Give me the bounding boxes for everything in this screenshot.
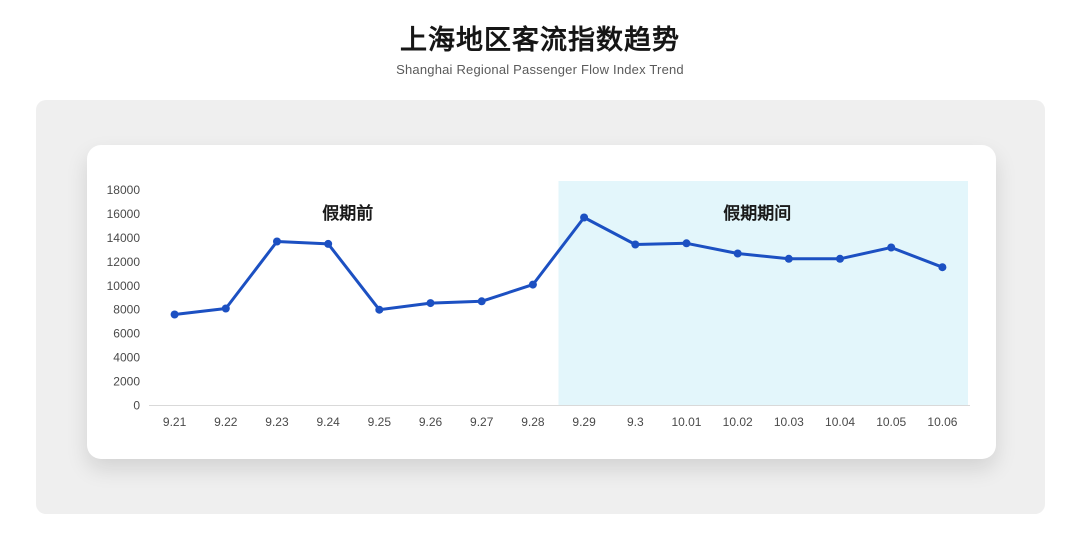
x-axis-tick-label: 9.21 <box>163 415 187 429</box>
data-point-9.28 <box>528 280 537 289</box>
x-axis-tick-label: 9.28 <box>521 415 545 429</box>
x-axis-tick-label: 9.3 <box>627 415 644 429</box>
x-axis-tick-label: 9.24 <box>316 415 340 429</box>
x-axis-tick-label: 10.04 <box>825 415 855 429</box>
y-axis-tick-label: 10000 <box>107 279 141 293</box>
y-axis-tick-label: 4000 <box>113 351 140 365</box>
data-point-10.01 <box>682 239 691 248</box>
x-axis-tick-label: 10.02 <box>723 415 753 429</box>
passenger-flow-line <box>173 216 944 316</box>
data-point-10.02 <box>733 249 742 258</box>
x-axis-tick-label: 10.05 <box>876 415 906 429</box>
y-axis-tick-label: 6000 <box>113 327 140 341</box>
data-point-9.23 <box>273 237 281 246</box>
x-axis-tick-label: 10.01 <box>671 415 701 429</box>
x-axis-tick-label: 9.25 <box>368 415 392 429</box>
data-point-9.3 <box>631 240 640 249</box>
data-point-9.21 <box>170 310 179 319</box>
y-axis-tick-label: 16000 <box>107 207 141 221</box>
x-axis-tick-label: 10.03 <box>774 415 804 429</box>
x-axis-tick-label: 9.23 <box>265 415 289 429</box>
data-point-10.04 <box>836 254 844 263</box>
y-axis-tick-label: 18000 <box>107 183 141 197</box>
x-axis-tick-label: 10.06 <box>927 415 957 429</box>
data-point-10.05 <box>887 243 896 252</box>
x-axis-tick-label: 9.22 <box>214 415 238 429</box>
page-title: 上海地区客流指数趋势 <box>400 25 680 55</box>
chart-panel: 0 2000 4000 6000 8000 10000 12000 14000 16000 180… <box>36 100 1045 514</box>
data-point-10.06 <box>938 263 947 272</box>
data-point-9.26 <box>426 299 435 308</box>
data-point-9.29 <box>580 213 589 222</box>
y-axis-tick-label: 12000 <box>107 255 141 269</box>
data-point-9.25 <box>375 305 384 314</box>
annotation-pre-holiday: 假期前 <box>322 203 373 223</box>
y-axis-tick-label: 8000 <box>113 303 140 317</box>
y-axis-tick-label: 2000 <box>113 375 140 389</box>
x-axis-tick-label: 9.29 <box>572 415 596 429</box>
chart-card: 0 2000 4000 6000 8000 10000 12000 14000 16000 180… <box>87 145 996 459</box>
holiday-highlight-region <box>558 181 968 406</box>
data-point-9.22 <box>221 304 230 313</box>
data-point-9.27 <box>477 297 486 306</box>
x-axis-tick-label: 9.27 <box>470 415 494 429</box>
y-axis-tick-label: 14000 <box>107 231 141 245</box>
line-chart-canvas: 0 2000 4000 6000 8000 10000 12000 14000 16000 180… <box>107 181 970 429</box>
data-point-9.24 <box>324 239 333 248</box>
y-axis-tick-label: 0 <box>133 399 140 413</box>
data-point-10.03 <box>784 254 793 263</box>
annotation-during-holiday: 假期期间 <box>723 203 791 223</box>
x-axis-tick-label: 9.26 <box>419 415 443 429</box>
chart-header: 上海地区客流指数趋势 Shanghai Regional Passenger F… <box>0 0 1080 77</box>
page-subtitle: Shanghai Regional Passenger Flow Index T… <box>396 62 684 78</box>
